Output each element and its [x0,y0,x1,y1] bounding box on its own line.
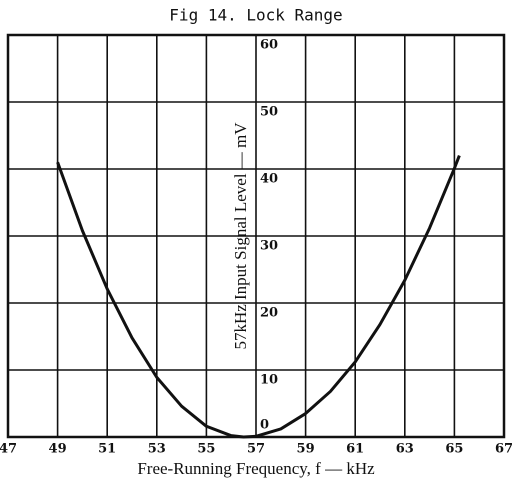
x-tick-label: 67 [495,442,512,457]
y-tick-label: 40 [260,172,278,187]
x-tick-label: 63 [396,442,414,457]
x-tick-label: 61 [346,442,364,457]
x-tick-label: 59 [297,442,315,457]
y-tick-label: 20 [260,306,278,321]
y-tick-label: 10 [260,373,278,388]
y-tick-label: 30 [260,239,278,254]
y-tick-label: 0 [260,418,269,433]
x-tick-label: 53 [148,442,166,457]
x-tick-label: 65 [445,442,463,457]
x-tick-label: 55 [197,442,215,457]
y-tick-label: 50 [260,105,278,120]
x-tick-label: 47 [0,442,17,457]
x-tick-label: 51 [98,442,116,457]
x-axis-label: Free-Running Frequency, f — kHz [137,459,375,478]
chart-title: Fig 14. Lock Range [169,6,342,25]
x-tick-label: 57 [247,442,265,457]
x-tick-label: 49 [49,442,67,457]
data-line [56,155,461,439]
y-tick-label: 60 [260,38,278,53]
